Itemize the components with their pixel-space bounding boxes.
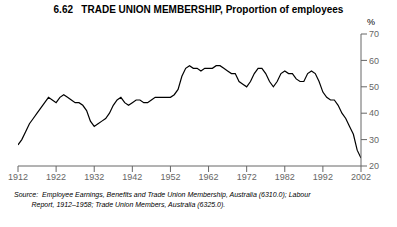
svg-text:60: 60 xyxy=(369,56,379,66)
svg-text:1922: 1922 xyxy=(46,172,66,182)
svg-text:70: 70 xyxy=(369,29,379,39)
svg-text:1912: 1912 xyxy=(8,172,28,182)
svg-text:1982: 1982 xyxy=(275,172,295,182)
html-text:Report, 1912–1958; Trade Union: Report, 1912–1958; Trade Union Members, … xyxy=(14,201,226,208)
svg-text:40: 40 xyxy=(369,108,379,118)
svg-text:1942: 1942 xyxy=(122,172,142,182)
svg-text:1992: 1992 xyxy=(313,172,333,182)
svg-text:1962: 1962 xyxy=(199,172,219,182)
svg-text:20: 20 xyxy=(369,161,379,171)
svg-text:50: 50 xyxy=(369,82,379,92)
svg-text:30: 30 xyxy=(369,135,379,145)
svg-text:1932: 1932 xyxy=(84,172,104,182)
svg-text:1972: 1972 xyxy=(237,172,257,182)
html-text:Source: Employee Earnings, Ben: Source: Employee Earnings, Benefits and … xyxy=(14,191,311,198)
svg-text:2002: 2002 xyxy=(351,172,371,182)
html-text:6.62 TRADE UNION MEMBERSHIP, P: 6.62 TRADE UNION MEMBERSHIP, Proportion … xyxy=(53,4,344,15)
svg-text:1952: 1952 xyxy=(160,172,180,182)
